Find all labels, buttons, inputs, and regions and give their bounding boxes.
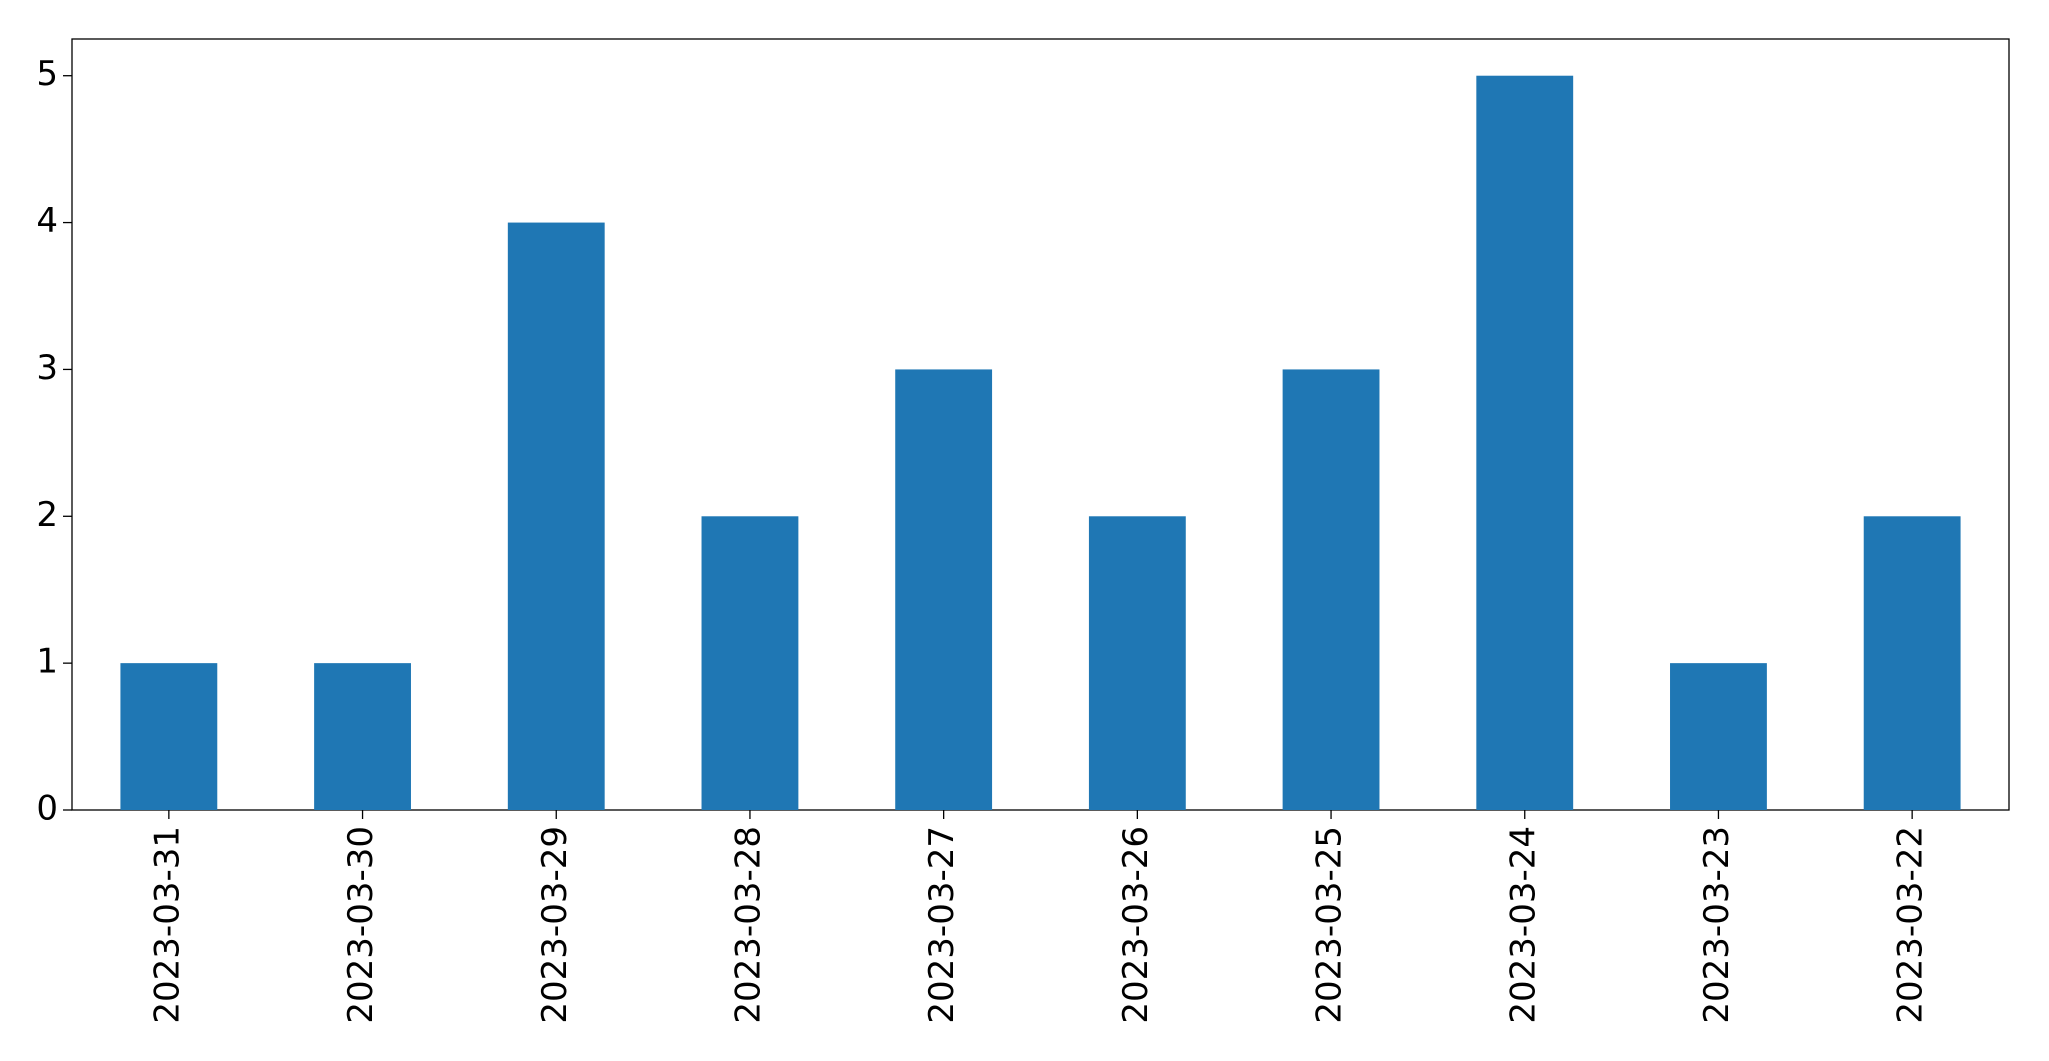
x-tick-label: 2023-03-23 bbox=[1697, 826, 1737, 1024]
bar bbox=[895, 369, 993, 810]
x-tick-label: 2023-03-28 bbox=[728, 826, 768, 1024]
bar bbox=[314, 663, 411, 810]
plot-frame bbox=[71, 38, 2010, 811]
x-tick-label: 2023-03-30 bbox=[341, 826, 381, 1024]
bar bbox=[1282, 369, 1380, 810]
x-tick-label: 2023-03-26 bbox=[1116, 826, 1156, 1024]
x-tick-label: 2023-03-29 bbox=[535, 826, 575, 1024]
x-tick-label: 2023-03-22 bbox=[1891, 826, 1931, 1024]
y-tick-label: 2 bbox=[36, 495, 58, 535]
y-tick-label: 1 bbox=[36, 642, 58, 682]
y-tick-label: 4 bbox=[36, 201, 58, 241]
y-tick-label: 0 bbox=[36, 789, 58, 829]
bar bbox=[701, 516, 799, 810]
bar bbox=[1088, 516, 1186, 810]
bar bbox=[120, 663, 218, 810]
x-tick-label: 2023-03-31 bbox=[147, 826, 187, 1024]
bar bbox=[1863, 516, 1961, 810]
y-tick-label: 5 bbox=[36, 54, 58, 94]
x-tick-label: 2023-03-25 bbox=[1310, 826, 1350, 1024]
bar bbox=[1476, 75, 1574, 810]
bar bbox=[507, 222, 605, 811]
y-tick-label: 3 bbox=[36, 348, 58, 388]
x-tick-label: 2023-03-27 bbox=[922, 826, 962, 1024]
bar bbox=[1670, 663, 1767, 810]
x-tick-label: 2023-03-24 bbox=[1503, 826, 1543, 1024]
